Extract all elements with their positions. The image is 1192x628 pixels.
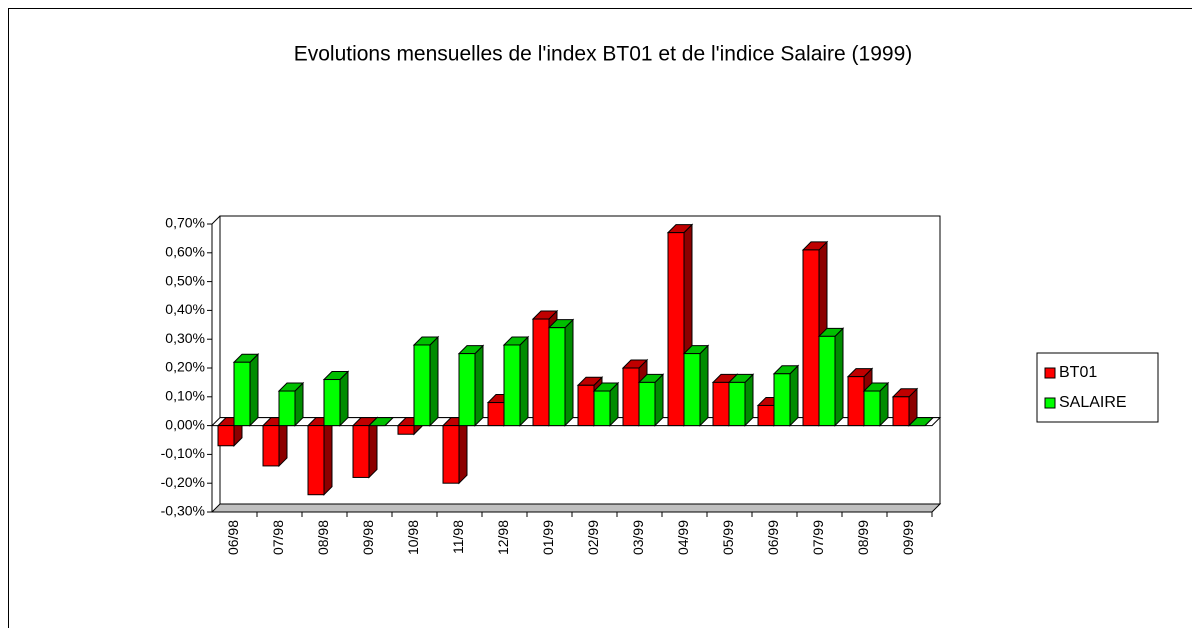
- bar-side: [458, 416, 468, 485]
- bar: [757, 404, 775, 427]
- bar: [532, 318, 550, 427]
- bar-side: [654, 373, 664, 427]
- x-tick-label: 07/99: [810, 520, 826, 555]
- bar: [773, 373, 791, 427]
- bar: [802, 249, 820, 427]
- frame: [8, 8, 1192, 628]
- bar: [638, 381, 656, 427]
- x-tick-label: 07/98: [270, 520, 286, 555]
- x-tick-label: 04/99: [675, 520, 691, 555]
- y-tick-label: -0,10%: [161, 445, 205, 461]
- legend-swatch: [1044, 397, 1056, 409]
- bar-top: [907, 417, 935, 427]
- x-tick-label: 05/99: [720, 520, 736, 555]
- bar-side: [564, 318, 574, 427]
- y-axis-wall: [211, 215, 221, 225]
- bar: [397, 425, 415, 435]
- bar: [323, 379, 341, 427]
- bar: [487, 402, 505, 427]
- bar: [352, 425, 370, 478]
- bar: [892, 396, 910, 427]
- bar-side: [368, 416, 378, 479]
- x-tick-label: 08/99: [855, 520, 871, 555]
- bar: [278, 390, 296, 427]
- bar: [683, 353, 701, 427]
- y-tick-label: 0,30%: [165, 330, 205, 346]
- x-tick-label: 09/99: [900, 520, 916, 555]
- x-tick-label: 10/98: [405, 520, 421, 555]
- bar-side: [323, 416, 333, 496]
- y-tick-label: -0,30%: [161, 503, 205, 519]
- y-tick-label: 0,60%: [165, 244, 205, 260]
- x-tick-label: 09/98: [360, 520, 376, 555]
- bar-side: [249, 353, 259, 427]
- bar-side: [429, 335, 439, 427]
- bar-side: [834, 327, 844, 427]
- legend-label: SALAIRE: [1059, 394, 1127, 411]
- y-tick-label: 0,00%: [165, 416, 205, 432]
- x-tick-label: 06/99: [765, 520, 781, 555]
- bar: [818, 335, 836, 427]
- bar: [622, 367, 640, 427]
- x-tick-label: 03/99: [630, 520, 646, 555]
- y-tick-label: 0,10%: [165, 388, 205, 404]
- y-tick-label: 0,40%: [165, 301, 205, 317]
- y-tick-label: -0,20%: [161, 474, 205, 490]
- x-tick-label: 08/98: [315, 520, 331, 555]
- legend-label: BT01: [1059, 364, 1097, 381]
- bar: [307, 425, 325, 496]
- x-tick-label: 06/98: [225, 520, 241, 555]
- bar-side: [519, 335, 529, 427]
- bar: [413, 344, 431, 427]
- y-tick-label: 0,50%: [165, 272, 205, 288]
- legend-box: [1036, 352, 1159, 423]
- legend-swatch: [1044, 367, 1056, 379]
- bar: [593, 390, 611, 427]
- x-tick-label: 01/99: [540, 520, 556, 555]
- bar-side: [744, 373, 754, 427]
- bar-top: [367, 417, 395, 427]
- bar: [577, 384, 595, 427]
- bar: [233, 361, 251, 427]
- x-tick-label: 02/99: [585, 520, 601, 555]
- bar-side: [789, 364, 799, 427]
- bar: [667, 232, 685, 427]
- bar: [728, 381, 746, 427]
- chart-title: Evolutions mensuelles de l'index BT01 et…: [294, 43, 913, 66]
- x-tick-label: 12/98: [495, 520, 511, 555]
- bar: [712, 381, 730, 427]
- bar: [262, 425, 280, 467]
- y-tick-label: 0,20%: [165, 359, 205, 375]
- bar: [442, 425, 460, 484]
- bar: [548, 327, 566, 427]
- bar: [847, 376, 865, 427]
- bar-side: [474, 344, 484, 427]
- y-tick-label: 0,70%: [165, 215, 205, 231]
- x-tick-label: 11/98: [450, 520, 466, 554]
- bar-side: [699, 344, 709, 427]
- bar: [217, 425, 235, 447]
- bar: [503, 344, 521, 427]
- floor: [210, 503, 942, 513]
- bar-side: [339, 370, 349, 427]
- bar: [863, 390, 881, 427]
- bar: [458, 353, 476, 427]
